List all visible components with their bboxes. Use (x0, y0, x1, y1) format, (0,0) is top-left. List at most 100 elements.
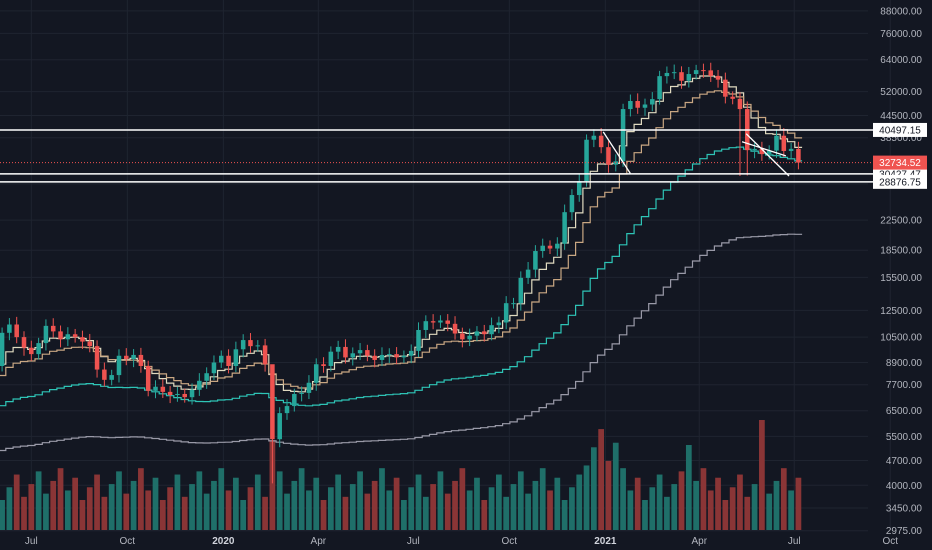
candle-body[interactable] (533, 251, 538, 270)
candle-body[interactable] (452, 323, 458, 334)
candle-body[interactable] (350, 353, 356, 358)
ema-teal-line[interactable] (0, 146, 803, 407)
candle-body[interactable] (642, 104, 648, 108)
candle-body[interactable] (584, 139, 589, 182)
candle-body[interactable] (58, 331, 63, 340)
candle-body[interactable] (197, 380, 202, 390)
candle-body[interactable] (43, 325, 49, 344)
candle-body[interactable] (416, 329, 421, 351)
candle-body[interactable] (701, 70, 706, 72)
candle-body[interactable] (14, 324, 19, 338)
candle-body[interactable] (503, 303, 509, 323)
candle-body[interactable] (248, 340, 253, 347)
candle-body[interactable] (160, 386, 166, 392)
candle-body[interactable] (620, 109, 626, 162)
trendline[interactable] (745, 133, 790, 177)
candle-body[interactable] (774, 135, 779, 151)
candle-body[interactable] (65, 334, 71, 340)
candle-body[interactable] (679, 72, 684, 81)
candle-body[interactable] (766, 150, 772, 155)
candle-body[interactable] (430, 321, 436, 323)
candle-body[interactable] (664, 72, 670, 77)
candle-body[interactable] (379, 354, 385, 360)
candle-body[interactable] (255, 345, 261, 347)
candle-body[interactable] (525, 269, 531, 278)
candle-body[interactable] (240, 340, 246, 350)
candle-body[interactable] (511, 303, 516, 305)
candle-body[interactable] (708, 70, 714, 76)
candle-body[interactable] (145, 365, 151, 391)
candle-body[interactable] (401, 355, 407, 358)
candle-body[interactable] (460, 333, 465, 340)
candle-body[interactable] (657, 76, 662, 100)
candle-body[interactable] (94, 346, 100, 370)
candle-body[interactable] (153, 386, 158, 391)
candle-body[interactable] (233, 349, 239, 366)
candle-body[interactable] (357, 350, 363, 354)
candle-body[interactable] (102, 369, 107, 380)
candle-body[interactable] (438, 320, 443, 323)
candle-body[interactable] (628, 101, 633, 110)
ema-tan-line[interactable] (0, 90, 803, 389)
candle-body[interactable] (555, 243, 560, 249)
candle-body[interactable] (365, 350, 370, 356)
candle-body[interactable] (737, 98, 743, 110)
candle-body[interactable] (306, 382, 312, 393)
candle-body[interactable] (0, 332, 5, 366)
candle-body[interactable] (394, 354, 399, 358)
trendline[interactable] (741, 141, 787, 157)
candle-body[interactable] (80, 337, 85, 342)
candle-body[interactable] (481, 331, 487, 335)
candle-body[interactable] (387, 354, 392, 356)
candle-body[interactable] (576, 181, 582, 196)
candle-body[interactable] (328, 351, 334, 366)
candle-body[interactable] (29, 347, 34, 355)
candle-body[interactable] (752, 148, 757, 151)
candle-body[interactable] (540, 245, 545, 252)
candle-body[interactable] (116, 355, 122, 376)
candle-body[interactable] (715, 75, 721, 80)
candle-body[interactable] (723, 79, 728, 97)
candle-body[interactable] (693, 70, 699, 75)
trendlines[interactable] (602, 131, 790, 177)
candle-body[interactable] (423, 321, 429, 330)
candle-body[interactable] (313, 364, 319, 383)
candle-body[interactable] (547, 245, 553, 249)
candle-body[interactable] (445, 320, 451, 324)
candle-body[interactable] (569, 195, 575, 213)
candle-body[interactable] (50, 325, 56, 332)
candle-body[interactable] (72, 334, 78, 338)
candle-body[interactable] (591, 135, 597, 140)
candle-body[interactable] (372, 355, 377, 360)
candle-body[interactable] (167, 391, 173, 396)
candle-body[interactable] (562, 212, 567, 244)
candle-body[interactable] (226, 355, 231, 366)
candle-body[interactable] (175, 393, 180, 396)
candle-body[interactable] (635, 101, 640, 108)
time-axis[interactable]: Jul Oct 2020 Apr Jul Oct 2021 Apr Jul Oct (25, 536, 898, 547)
candle-body[interactable] (299, 392, 304, 394)
candle-body[interactable] (408, 350, 414, 356)
candle-body[interactable] (321, 364, 326, 366)
candle-body[interactable] (87, 341, 93, 347)
ema-gray-line[interactable] (0, 233, 803, 452)
candle-body[interactable] (138, 354, 144, 366)
candle-body[interactable] (36, 343, 41, 355)
candle-body[interactable] (788, 148, 794, 152)
candle-body[interactable] (211, 362, 217, 374)
horizontal-levels[interactable] (0, 129, 874, 183)
ema-cream-line[interactable] (0, 75, 803, 393)
candle-body[interactable] (686, 74, 692, 81)
candle-body[interactable] (124, 355, 129, 360)
candle-body[interactable] (781, 135, 787, 152)
candle-body[interactable] (7, 324, 12, 333)
candle-body[interactable] (335, 346, 341, 352)
price-axis[interactable]: 88000.00 76000.00 64000.00 52000.00 44500.00… (873, 6, 927, 537)
candle-body[interactable] (270, 364, 275, 440)
candle-body[interactable] (650, 99, 655, 105)
candle-body[interactable] (518, 277, 524, 304)
candlesticks[interactable] (0, 62, 801, 484)
candle-body[interactable] (284, 406, 290, 414)
candle-body[interactable] (474, 331, 480, 336)
